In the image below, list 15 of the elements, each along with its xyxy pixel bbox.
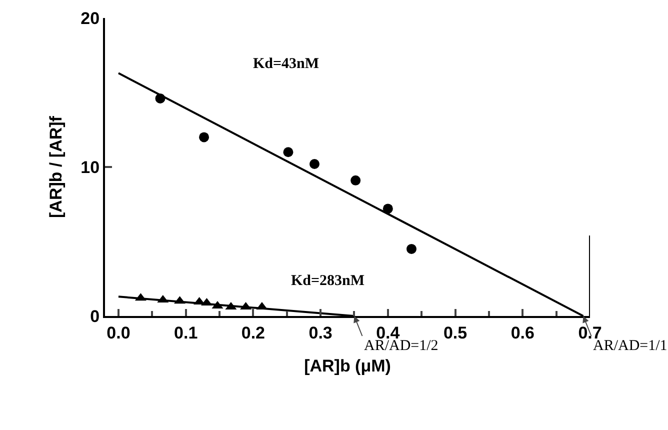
x-tick-label: 0.5 xyxy=(443,323,468,342)
y-tick-label: 10 xyxy=(80,158,100,177)
y-axis-title: [AR]b / [AR]f xyxy=(46,116,66,218)
annotation: Kd=43nM xyxy=(253,56,320,72)
x-axis-title: [AR]b (μM) xyxy=(304,356,391,376)
y-tick-label: 20 xyxy=(80,8,100,28)
annotation: AR/AD=1/1 xyxy=(593,338,668,354)
x-tick-label: 0.1 xyxy=(174,323,198,342)
x-tick-label: 0.6 xyxy=(510,323,534,342)
x-tick-label: 0.0 xyxy=(106,323,130,342)
annotation: Kd=283nM xyxy=(291,273,365,289)
annotation: AR/AD=1/2 xyxy=(364,338,438,354)
x-tick-label: 0.3 xyxy=(308,323,332,342)
x-tick-label: 0.2 xyxy=(241,323,266,342)
y-tick-label: 0 xyxy=(90,306,100,326)
